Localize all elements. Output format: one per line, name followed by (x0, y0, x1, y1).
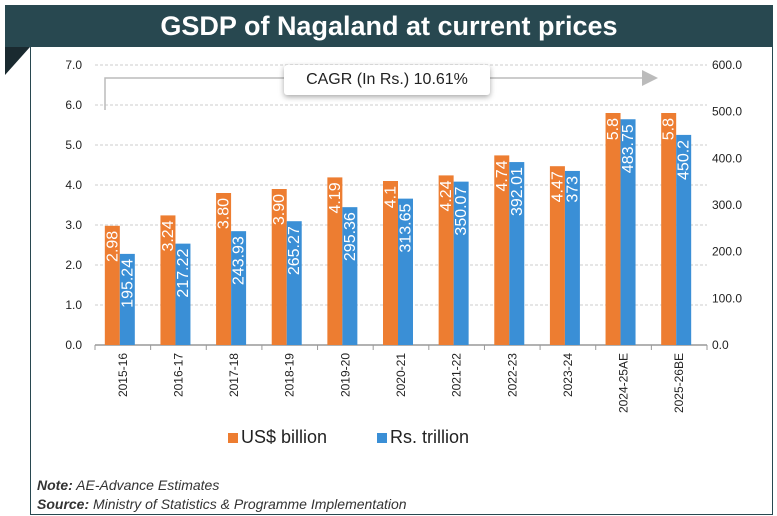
footnotes: Note: AE-Advance Estimates Source: Minis… (37, 476, 407, 514)
right-tick-label: 500.0 (712, 105, 742, 119)
bar-usd (438, 175, 454, 345)
note-text: AE-Advance Estimates (72, 477, 220, 493)
data-label: 5.8 (661, 118, 678, 140)
chart-title: GSDP of Nagaland at current prices (5, 5, 773, 47)
bar-usd (271, 189, 287, 345)
left-tick-label: 1.0 (65, 298, 82, 312)
legend-label: US$ billion (241, 427, 328, 447)
left-tick-label: 0.0 (65, 338, 82, 352)
data-label: 2.98 (104, 231, 121, 262)
source: Source: Ministry of Statistics & Program… (37, 495, 407, 514)
left-tick-label: 3.0 (65, 218, 82, 232)
bar-rs (342, 207, 358, 345)
legend-swatch (228, 433, 238, 443)
right-tick-label: 600.0 (712, 58, 742, 72)
x-tick-label: 2024-25AE (617, 353, 631, 413)
legend-item-usd: US$ billion (228, 427, 327, 448)
cagr-annotation: CAGR (In Rs.) 10.61% (284, 65, 490, 95)
data-label: 217.22 (175, 249, 192, 298)
source-label: Source: (37, 496, 90, 512)
legend-item-rs: Rs. trillion (377, 427, 469, 448)
data-label: 3.24 (160, 220, 177, 251)
left-tick-label: 4.0 (65, 178, 82, 192)
cagr-arrow-head (642, 70, 658, 86)
note: Note: AE-Advance Estimates (37, 476, 407, 495)
bar-usd (216, 193, 232, 345)
bar-rs (175, 243, 191, 345)
bar-usd (327, 177, 343, 345)
bar-rs (509, 162, 525, 345)
note-label: Note: (37, 477, 73, 493)
data-label: 4.47 (549, 171, 566, 202)
bar-usd (160, 215, 176, 345)
x-tick-label: 2016-17 (171, 353, 185, 397)
data-label: 5.8 (605, 118, 622, 140)
bar-rs (453, 181, 469, 345)
x-tick-label: 2023-24 (561, 353, 575, 397)
data-label: 4.19 (327, 182, 344, 213)
data-label: 373 (564, 176, 581, 203)
data-label: 265.27 (286, 226, 303, 275)
data-label: 3.80 (216, 198, 233, 229)
data-label: 4.1 (383, 186, 400, 208)
right-tick-label: 400.0 (712, 151, 742, 165)
right-tick-label: 100.0 (712, 291, 742, 305)
x-tick-label: 2025-26BE (672, 353, 686, 413)
right-tick-label: 200.0 (712, 245, 742, 259)
x-tick-label: 2017-18 (227, 353, 241, 397)
bar-rs (564, 170, 580, 345)
left-tick-label: 5.0 (65, 138, 82, 152)
bar-rs (620, 119, 636, 345)
left-tick-label: 2.0 (65, 258, 82, 272)
data-label: 450.2 (676, 140, 693, 180)
x-tick-label: 2015-16 (116, 353, 130, 397)
bar-rs (286, 221, 302, 345)
bar-usd (549, 166, 565, 345)
data-label: 392.01 (509, 167, 526, 216)
data-label: 483.75 (620, 124, 637, 173)
bar-rs (119, 253, 135, 345)
data-label: 4.24 (438, 180, 455, 211)
legend-swatch (377, 433, 388, 443)
right-tick-label: 300.0 (712, 198, 742, 212)
data-label: 295.36 (342, 212, 359, 261)
x-tick-label: 2022-23 (505, 353, 519, 397)
bar-usd (104, 225, 120, 345)
left-tick-label: 7.0 (65, 58, 82, 72)
legend: US$ billion Rs. trillion (228, 427, 469, 448)
x-tick-label: 2018-19 (283, 353, 297, 397)
chart-frame (30, 47, 773, 515)
data-label: 350.07 (453, 187, 470, 236)
data-label: 313.65 (398, 204, 415, 253)
left-tick-label: 6.0 (65, 98, 82, 112)
bar-usd (383, 181, 398, 345)
data-label: 3.90 (271, 194, 288, 225)
x-tick-label: 2019-20 (338, 353, 352, 397)
bar-rs (231, 231, 247, 345)
data-label: 243.93 (231, 236, 248, 285)
x-tick-label: 2021-22 (450, 353, 464, 397)
bar-rs (398, 198, 413, 345)
bar-rs (676, 134, 692, 345)
bar-usd (661, 113, 677, 345)
right-tick-label: 0.0 (712, 338, 729, 352)
bar-usd (605, 113, 621, 345)
x-tick-label: 2020-21 (394, 353, 408, 397)
source-text: Ministry of Statistics & Programme Imple… (89, 496, 407, 512)
data-label: 4.74 (494, 160, 511, 191)
legend-label: Rs. trillion (390, 427, 470, 447)
bar-usd (494, 155, 510, 345)
data-label: 195.24 (119, 259, 136, 308)
